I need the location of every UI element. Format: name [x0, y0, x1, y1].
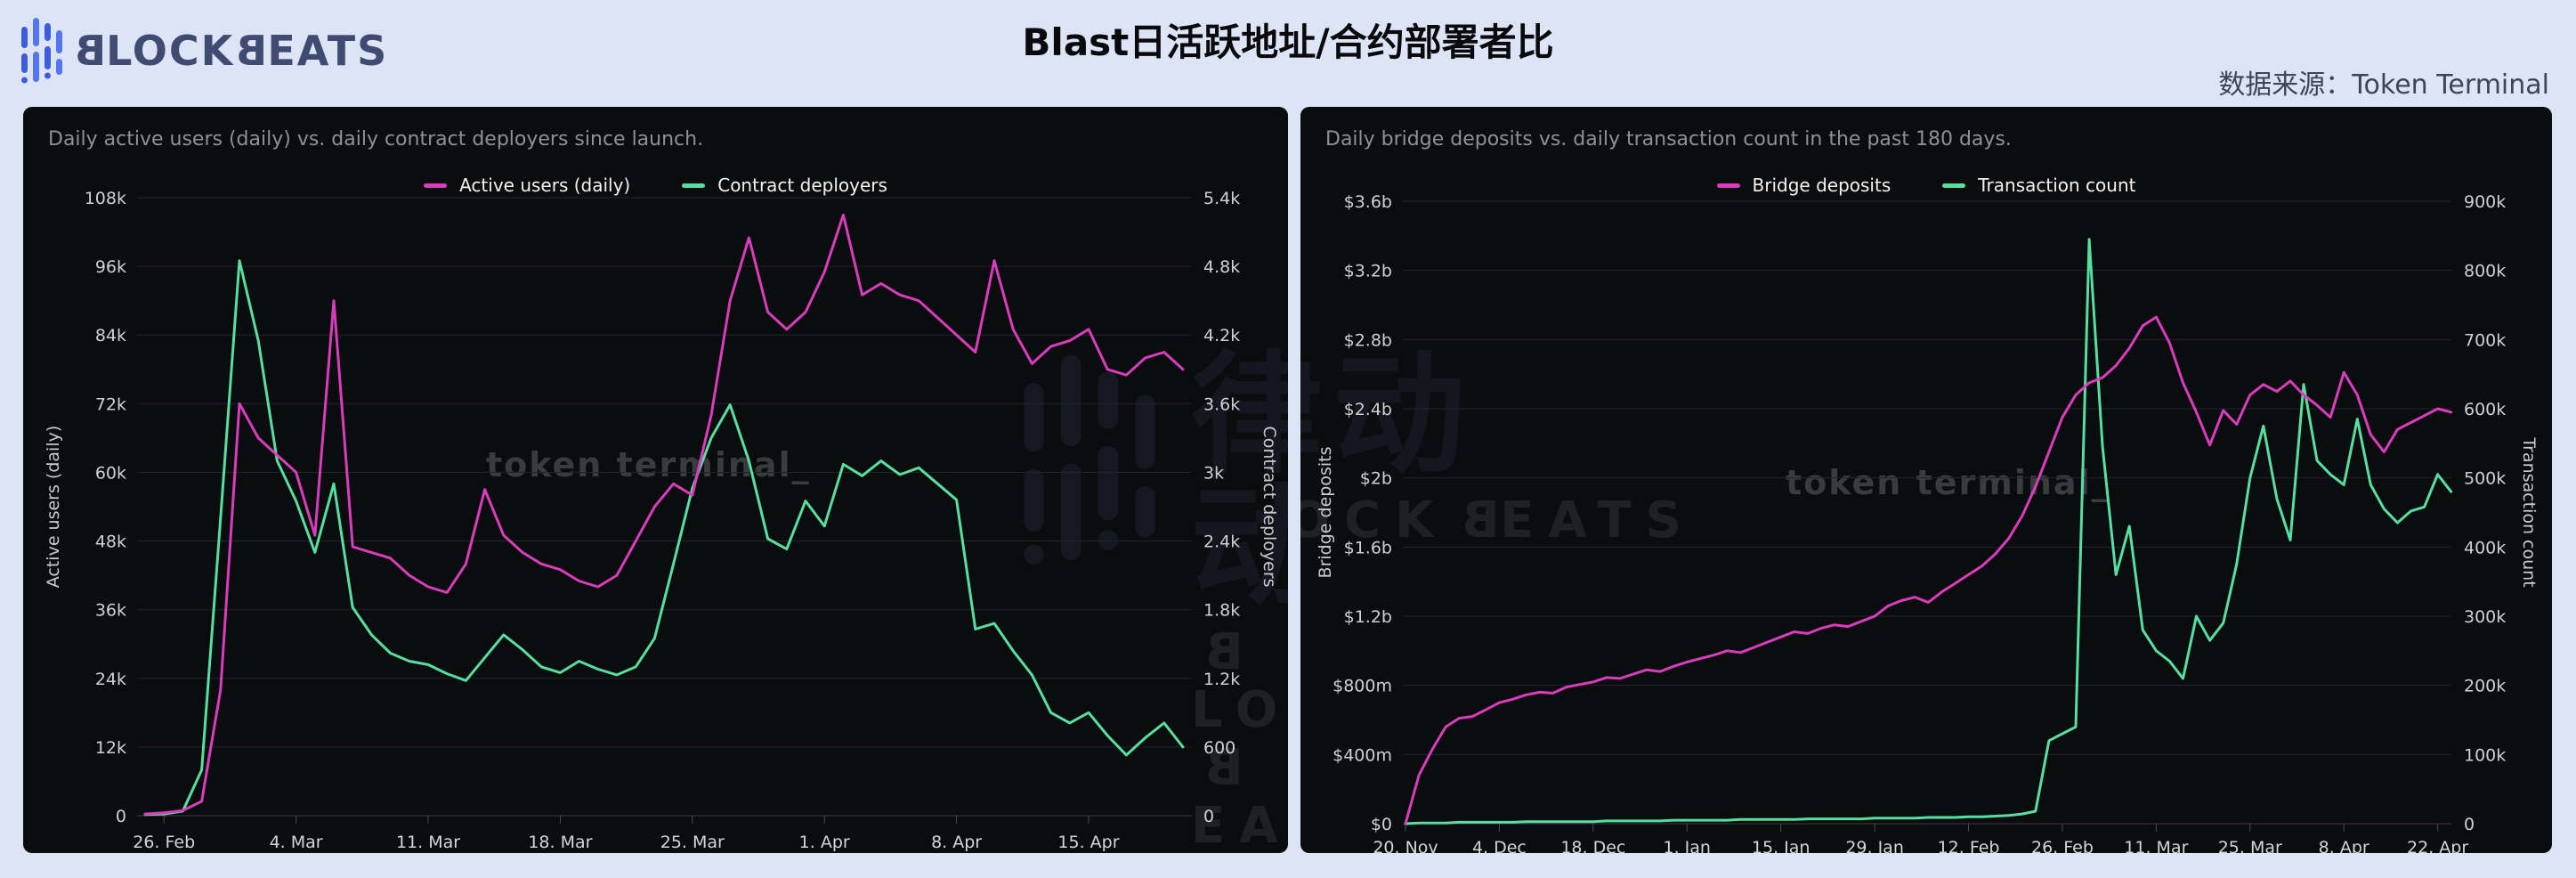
svg-text:900k: 900k — [2464, 192, 2506, 212]
svg-text:11. Mar: 11. Mar — [2124, 838, 2188, 853]
bridge-deposits-line-chart: $3.6b 900k $3.2b 800k $2.8b 700k $2.4b 600k $2b 5… — [1316, 192, 2539, 853]
page-header: BLOCKBEATS Blast日活跃地址/合约部署者比 数据来源：Token … — [0, 0, 2576, 107]
svg-text:20. Nov: 20. Nov — [1373, 838, 1438, 853]
svg-text:3.6k: 3.6k — [1203, 394, 1240, 414]
svg-text:12k: 12k — [95, 738, 126, 758]
svg-text:84k: 84k — [95, 326, 126, 346]
data-source-label: 数据来源：Token Terminal — [2218, 69, 2549, 101]
svg-text:500k: 500k — [2464, 469, 2506, 489]
bridge-deposits-chart-panel: Daily bridge deposits vs. daily transact… — [1300, 107, 2552, 853]
svg-text:$1.6b: $1.6b — [1344, 538, 1392, 557]
svg-text:700k: 700k — [2464, 330, 2506, 350]
svg-text:12. Feb: 12. Feb — [1938, 838, 2000, 853]
svg-text:0: 0 — [1203, 807, 1214, 826]
svg-text:Active users (daily): Active users (daily) — [44, 426, 63, 589]
svg-text:60k: 60k — [95, 463, 126, 483]
chart-subtitle: Daily active users (daily) vs. daily con… — [48, 128, 704, 150]
svg-text:26. Feb: 26. Feb — [2031, 838, 2094, 853]
svg-text:8. Apr: 8. Apr — [2319, 838, 2369, 853]
svg-text:$2b: $2b — [1360, 469, 1392, 489]
svg-text:0: 0 — [116, 807, 126, 826]
svg-text:$3.2b: $3.2b — [1344, 262, 1392, 281]
active-users-chart-panel: Daily active users (daily) vs. daily con… — [23, 107, 1288, 853]
svg-text:4. Mar: 4. Mar — [270, 833, 323, 852]
chart-legend: Bridge deposits Transaction count — [1300, 175, 2552, 196]
svg-text:1.2k: 1.2k — [1203, 670, 1240, 689]
svg-text:$400m: $400m — [1333, 745, 1392, 765]
svg-text:$0: $0 — [1371, 815, 1392, 834]
svg-text:1. Apr: 1. Apr — [799, 833, 850, 852]
svg-text:36k: 36k — [95, 601, 126, 621]
svg-text:108k: 108k — [85, 189, 126, 208]
svg-text:Transaction count: Transaction count — [2519, 436, 2539, 587]
legend-label: Bridge deposits — [1752, 175, 1891, 196]
svg-text:5.4k: 5.4k — [1203, 189, 1240, 208]
svg-text:24k: 24k — [95, 670, 126, 689]
svg-text:25. Mar: 25. Mar — [660, 833, 725, 852]
svg-text:22. Apr: 22. Apr — [2407, 838, 2468, 853]
svg-text:15. Apr: 15. Apr — [1057, 833, 1119, 852]
legend-swatch-green — [682, 183, 706, 188]
svg-text:200k: 200k — [2464, 677, 2506, 696]
svg-text:Contract deployers: Contract deployers — [1260, 426, 1279, 587]
token-terminal-watermark: token terminal_ — [486, 445, 811, 484]
svg-text:600k: 600k — [2464, 400, 2506, 419]
svg-text:4.2k: 4.2k — [1203, 326, 1240, 346]
legend-item-active-users: Active users (daily) — [424, 175, 630, 196]
active-users-line-chart: 108k 5.4k 96k 4.8k 84k 4.2k 72k 3.6k 60k 3k 48k 2.4… — [44, 189, 1279, 852]
svg-text:25. Mar: 25. Mar — [2218, 838, 2282, 853]
svg-text:96k: 96k — [95, 257, 126, 277]
svg-text:4. Dec: 4. Dec — [1472, 838, 1527, 853]
legend-label: Transaction count — [1978, 175, 2136, 196]
svg-text:Bridge deposits: Bridge deposits — [1316, 447, 1335, 579]
svg-text:29. Jan: 29. Jan — [1845, 838, 1904, 853]
svg-text:$2.4b: $2.4b — [1344, 400, 1392, 419]
svg-text:26. Feb: 26. Feb — [133, 833, 195, 852]
svg-text:100k: 100k — [2464, 745, 2506, 765]
svg-text:11. Mar: 11. Mar — [396, 833, 460, 852]
svg-text:1.8k: 1.8k — [1203, 601, 1240, 621]
svg-text:8. Apr: 8. Apr — [931, 833, 982, 852]
blockbeats-logo: BLOCKBEATS — [21, 16, 388, 85]
svg-text:0: 0 — [2464, 815, 2475, 834]
legend-item-bridge-deposits: Bridge deposits — [1716, 175, 1891, 196]
svg-text:$1.2b: $1.2b — [1344, 607, 1392, 627]
svg-text:$800m: $800m — [1333, 677, 1392, 696]
blockbeats-logotype: BLOCKBEATS — [73, 27, 388, 75]
page-title: Blast日活跃地址/合约部署者比 — [1022, 20, 1554, 64]
charts-row: Daily active users (daily) vs. daily con… — [23, 107, 2553, 853]
svg-text:$2.8b: $2.8b — [1344, 330, 1392, 350]
blockbeats-bars-icon — [21, 16, 62, 85]
svg-text:48k: 48k — [95, 532, 126, 552]
svg-text:800k: 800k — [2464, 262, 2506, 281]
legend-item-transaction-count: Transaction count — [1942, 175, 2135, 196]
svg-text:2.4k: 2.4k — [1203, 532, 1240, 552]
legend-swatch-green — [1942, 183, 1966, 188]
svg-text:400k: 400k — [2464, 538, 2506, 557]
logotype-part2: EATS — [267, 27, 389, 75]
svg-text:18. Dec: 18. Dec — [1560, 838, 1625, 853]
legend-swatch-magenta — [1716, 183, 1740, 188]
legend-item-contract-deployers: Contract deployers — [682, 175, 887, 196]
svg-text:18. Mar: 18. Mar — [528, 833, 592, 852]
chart-subtitle: Daily bridge deposits vs. daily transact… — [1325, 128, 2012, 150]
legend-label: Active users (daily) — [459, 175, 631, 196]
svg-text:1. Jan: 1. Jan — [1664, 838, 1711, 853]
logotype-part1: LOCK — [106, 27, 235, 75]
legend-label: Contract deployers — [717, 175, 887, 196]
svg-text:600: 600 — [1203, 738, 1235, 758]
svg-text:72k: 72k — [95, 394, 126, 414]
token-terminal-watermark: token terminal_ — [1786, 463, 2110, 502]
svg-text:4.8k: 4.8k — [1203, 257, 1240, 277]
svg-text:300k: 300k — [2464, 607, 2506, 627]
svg-text:15. Jan: 15. Jan — [1752, 838, 1810, 853]
chart-legend: Active users (daily) Contract deployers — [23, 175, 1288, 196]
svg-text:$3.6b: $3.6b — [1344, 192, 1392, 212]
legend-swatch-magenta — [424, 183, 448, 188]
svg-text:3k: 3k — [1203, 463, 1224, 483]
